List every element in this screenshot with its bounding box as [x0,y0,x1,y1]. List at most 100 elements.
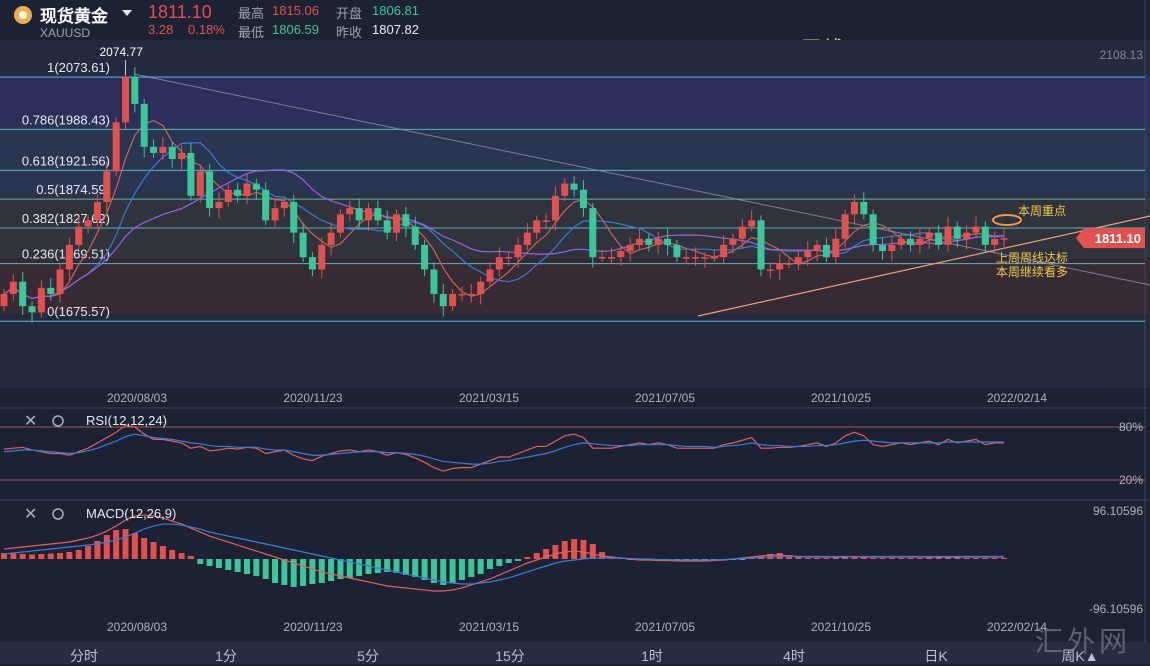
candle-body[interactable] [346,208,354,215]
candle-body[interactable] [542,220,550,222]
candle-body[interactable] [93,201,101,221]
candle-body[interactable] [439,293,447,307]
close-icon[interactable]: ✕ [24,413,37,430]
candle-body[interactable] [869,214,877,245]
candle-body[interactable] [234,189,242,196]
candle-body[interactable] [430,269,438,294]
close-icon[interactable]: ✕ [24,506,37,523]
tab-2[interactable]: 5分 [357,648,379,664]
candle-body[interactable] [935,232,943,245]
candle-body[interactable] [561,183,569,196]
candle-body[interactable] [729,238,737,245]
candle-body[interactable] [981,226,989,245]
candle-body[interactable] [9,281,17,294]
candle-body[interactable] [271,208,279,221]
candle-body[interactable] [832,238,840,258]
candle-body[interactable] [664,238,672,245]
candle-body[interactable] [402,214,410,227]
candle-body[interactable] [570,183,578,190]
candle-body[interactable] [766,269,774,271]
tab-0[interactable]: 分时 [70,648,98,664]
candle-body[interactable] [813,244,821,252]
tab-5[interactable]: 4时 [783,648,805,664]
candle-body[interactable] [626,244,634,252]
candle-body[interactable] [963,232,971,239]
candle-body[interactable] [65,244,73,270]
candle-body[interactable] [449,293,457,307]
candle-body[interactable] [374,208,382,221]
candle-body[interactable] [804,251,812,258]
candle-body[interactable] [897,238,905,245]
candle-body[interactable] [243,183,251,196]
candle-body[interactable] [972,226,980,233]
candle-body[interactable] [505,257,513,259]
tab-6[interactable]: 日K [924,648,948,664]
candle-body[interactable] [841,214,849,239]
candle-body[interactable] [794,257,802,264]
candle-body[interactable] [645,238,653,245]
candle-body[interactable] [589,208,597,258]
tab-7[interactable]: 周K▲ [1061,648,1099,664]
candle-body[interactable] [1000,238,1008,240]
candle-body[interactable] [37,287,45,313]
candle-body[interactable] [215,201,223,209]
candle-body[interactable] [262,189,270,221]
candle-body[interactable] [84,220,92,227]
candle-body[interactable] [551,195,559,221]
candle-body[interactable] [121,76,129,123]
tab-1[interactable]: 1分 [215,648,237,664]
candle-body[interactable] [879,244,887,252]
candle-body[interactable] [523,232,531,245]
candle-body[interactable] [916,238,924,245]
candle-body[interactable] [187,152,195,196]
candle-body[interactable] [411,226,419,245]
candle-body[interactable] [785,263,793,265]
candle-body[interactable] [710,257,718,259]
candle-body[interactable] [318,244,326,270]
candle-body[interactable] [692,257,700,259]
candle-body[interactable] [617,251,625,258]
candle-body[interactable] [607,257,615,259]
candle-body[interactable] [178,152,186,160]
chevron-down-icon[interactable] [122,10,132,16]
tab-3[interactable]: 15分 [495,648,525,664]
candle-body[interactable] [28,306,36,313]
candle-body[interactable] [579,189,587,209]
candle-body[interactable] [299,232,307,258]
candle-body[interactable] [757,220,765,270]
candle-body[interactable] [140,103,148,147]
candle-body[interactable] [860,201,868,215]
candle-body[interactable] [336,214,344,233]
candle-body[interactable] [112,122,120,172]
candle-body[interactable] [720,244,728,258]
candle-body[interactable] [495,257,503,270]
candle-body[interactable] [290,201,298,233]
candle-body[interactable] [19,281,27,307]
candle-body[interactable] [421,244,429,270]
candle-body[interactable] [252,183,260,190]
candle-body[interactable] [701,257,709,259]
candle-body[interactable] [682,257,690,259]
candle-body[interactable] [364,208,372,221]
candle-body[interactable] [75,226,83,245]
candle-body[interactable] [636,238,644,245]
candle-body[interactable] [196,171,204,196]
candle-body[interactable] [224,189,232,202]
candle-body[interactable] [308,257,316,270]
candle-body[interactable] [168,146,176,160]
candle-body[interactable] [393,214,401,233]
candle-body[interactable] [327,232,335,245]
candle-body[interactable] [944,226,952,245]
candle-body[interactable] [598,257,606,259]
candle-body[interactable] [486,269,494,282]
tab-4[interactable]: 1时 [641,648,663,664]
candle-body[interactable] [514,244,522,258]
candle-body[interactable] [383,220,391,233]
candle-body[interactable] [280,201,288,209]
candle-body[interactable] [477,281,485,294]
price-chart[interactable]: 2108.13 1(2073.61) 0.786(1988.43) 0.618(192… [0,0,1150,642]
candle-body[interactable] [467,293,475,296]
candle-body[interactable] [150,146,158,153]
settings-icon[interactable] [52,415,64,427]
